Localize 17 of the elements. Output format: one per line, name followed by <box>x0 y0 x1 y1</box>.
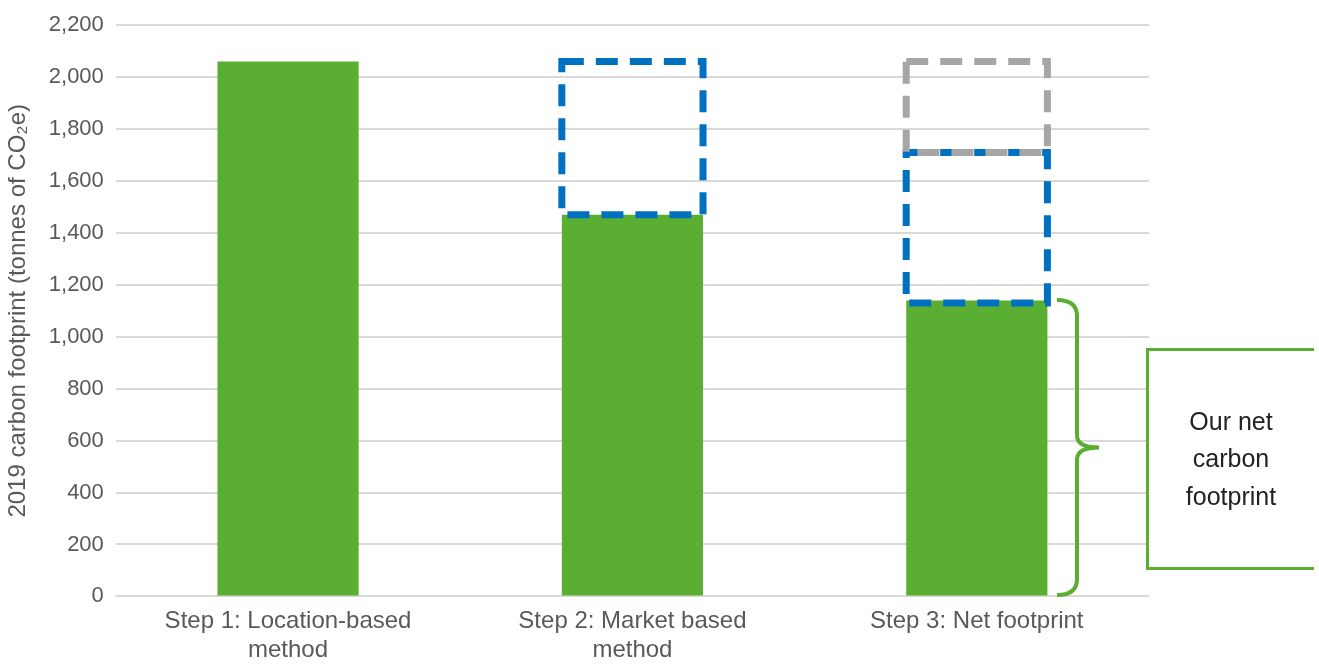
y-tick-label: 1,200 <box>48 270 104 296</box>
y-tick-label: 1,400 <box>48 218 104 244</box>
x-tick-label: Step 3: Net footprint <box>870 606 1084 634</box>
x-tick-label: Step 2: Market based method <box>518 606 747 663</box>
text: Our net carbon footprint <box>1184 405 1278 512</box>
y-tick-label: 1,800 <box>48 115 104 141</box>
y-tick-label: 400 <box>67 478 104 504</box>
y-tick-label: 200 <box>67 530 104 556</box>
y-tick-label: 800 <box>67 374 104 400</box>
y-axis-title: 2019 carbon footprint (tonnes of CO₂e) <box>3 104 31 518</box>
y-tick-label: 1,600 <box>48 167 104 193</box>
y-tick-label: 0 <box>91 582 104 608</box>
y-tick-label: 600 <box>67 426 104 452</box>
y-tick-label: 1,000 <box>48 322 104 348</box>
x-tick-label: Step 1: Location-based method <box>164 606 412 663</box>
y-tick-label: 2,200 <box>48 11 104 37</box>
y-tick-label: 2,000 <box>48 63 104 89</box>
